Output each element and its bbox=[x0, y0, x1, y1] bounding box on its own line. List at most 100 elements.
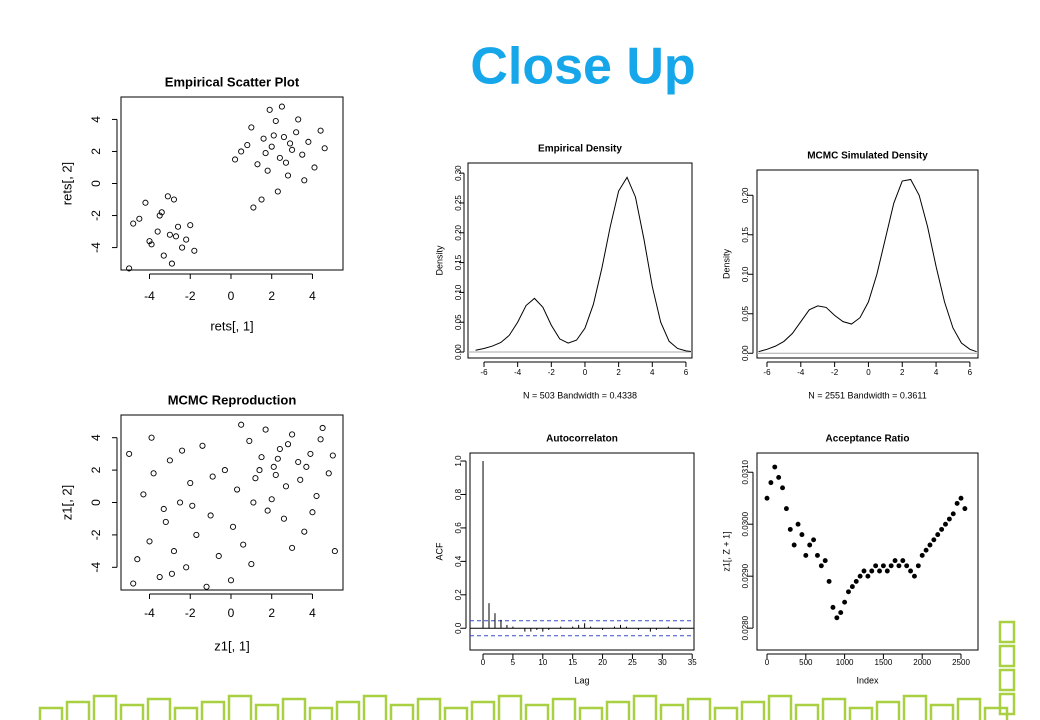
x-tick-label: 25 bbox=[628, 658, 637, 667]
y-tick-label: 1.0 bbox=[454, 455, 463, 467]
deco-square bbox=[173, 706, 199, 720]
point bbox=[134, 556, 141, 563]
plot-frame bbox=[756, 169, 979, 359]
chart: Autocorrelaton Lag ACF 0 5 10 15 20 25 30 35 0.0 0.2… bbox=[434, 434, 697, 686]
deco-square bbox=[659, 703, 685, 720]
point bbox=[150, 470, 157, 477]
x-tick-label: 2 bbox=[268, 289, 275, 303]
chart-title: MCMC Reproduction bbox=[168, 392, 297, 407]
chart-title: Acceptance Ratio bbox=[826, 434, 910, 445]
point bbox=[229, 523, 237, 530]
density-line bbox=[758, 178, 977, 353]
point bbox=[931, 537, 937, 543]
deco-square bbox=[821, 697, 847, 720]
point bbox=[177, 499, 184, 506]
x-tick-label: 0 bbox=[866, 368, 871, 377]
x-axis-label: rets[, 1] bbox=[210, 318, 253, 333]
point bbox=[164, 193, 171, 200]
x-tick-label: 0 bbox=[481, 658, 486, 667]
point bbox=[244, 142, 251, 149]
point bbox=[311, 164, 318, 171]
deco-square bbox=[998, 620, 1016, 644]
point bbox=[250, 204, 257, 211]
x-tick-label: -2 bbox=[185, 606, 196, 620]
deco-square bbox=[470, 700, 496, 720]
point bbox=[183, 236, 190, 243]
chart: Empirical Density N = 503 Bandwidth = 0.4… bbox=[434, 144, 693, 400]
point bbox=[838, 610, 844, 616]
point bbox=[958, 495, 964, 501]
point bbox=[191, 247, 198, 254]
x-tick-label: 20 bbox=[598, 658, 607, 667]
y-tick-label: 0.0290 bbox=[741, 563, 750, 588]
y-tick-label: 0.25 bbox=[454, 195, 463, 211]
point bbox=[258, 454, 265, 461]
y-tick-label: 0.4 bbox=[454, 555, 463, 567]
point bbox=[189, 502, 196, 509]
x-tick-label: -6 bbox=[480, 368, 488, 377]
x-axis-label: Index bbox=[856, 675, 879, 685]
x-tick-label: 2 bbox=[268, 606, 275, 620]
y-tick-label: 2 bbox=[89, 148, 103, 155]
deco-square bbox=[389, 703, 415, 720]
y-tick-label: 0.10 bbox=[454, 284, 463, 300]
y-tick-label: 0.0 bbox=[454, 622, 463, 634]
point bbox=[865, 573, 871, 579]
point bbox=[264, 167, 271, 174]
point bbox=[166, 457, 173, 464]
point bbox=[772, 464, 778, 470]
x-tick-label: 0 bbox=[228, 606, 235, 620]
point bbox=[915, 563, 921, 569]
point bbox=[900, 558, 906, 564]
point bbox=[203, 583, 210, 590]
y-tick-label: 0.20 bbox=[454, 224, 463, 240]
point bbox=[272, 117, 279, 125]
point bbox=[262, 150, 269, 157]
point bbox=[280, 133, 287, 141]
point bbox=[297, 476, 304, 483]
point bbox=[160, 252, 167, 259]
x-tick-label: 6 bbox=[968, 368, 973, 377]
point bbox=[162, 518, 169, 525]
deco-square bbox=[119, 703, 145, 720]
point bbox=[148, 434, 155, 441]
point bbox=[293, 129, 300, 136]
y-tick-label: 0.6 bbox=[454, 522, 463, 534]
point bbox=[258, 196, 265, 203]
point bbox=[962, 506, 968, 512]
point bbox=[799, 532, 805, 538]
deco-square bbox=[848, 706, 874, 720]
point bbox=[295, 116, 302, 123]
point bbox=[307, 450, 314, 457]
point bbox=[170, 548, 178, 555]
x-tick-label: -4 bbox=[144, 289, 155, 303]
plot-frame bbox=[120, 96, 344, 271]
x-axis-label: N = 2551 Bandwidth = 0.3611 bbox=[808, 390, 926, 400]
deco-square bbox=[416, 697, 442, 720]
slide-title: Close Up bbox=[470, 38, 695, 96]
point bbox=[791, 542, 797, 548]
y-tick-label: 2 bbox=[89, 466, 103, 473]
x-tick-label: -4 bbox=[514, 368, 522, 377]
point bbox=[284, 172, 292, 179]
chart-title: Empirical Density bbox=[538, 144, 622, 155]
deco-square bbox=[443, 706, 469, 720]
point bbox=[927, 542, 933, 548]
y-tick-label: 0.2 bbox=[454, 589, 463, 601]
point bbox=[892, 558, 898, 564]
y-tick-label: 0.8 bbox=[454, 488, 463, 500]
deco-square bbox=[200, 700, 226, 720]
point bbox=[803, 552, 809, 558]
point bbox=[276, 445, 283, 453]
y-tick-label: 0.20 bbox=[741, 187, 750, 203]
point bbox=[935, 532, 941, 538]
point bbox=[282, 159, 290, 166]
point bbox=[776, 474, 782, 480]
point bbox=[880, 563, 886, 569]
point bbox=[877, 568, 882, 574]
deco-square bbox=[308, 706, 334, 720]
deco-square bbox=[794, 703, 820, 720]
deco-square bbox=[497, 694, 523, 720]
point bbox=[278, 103, 285, 110]
